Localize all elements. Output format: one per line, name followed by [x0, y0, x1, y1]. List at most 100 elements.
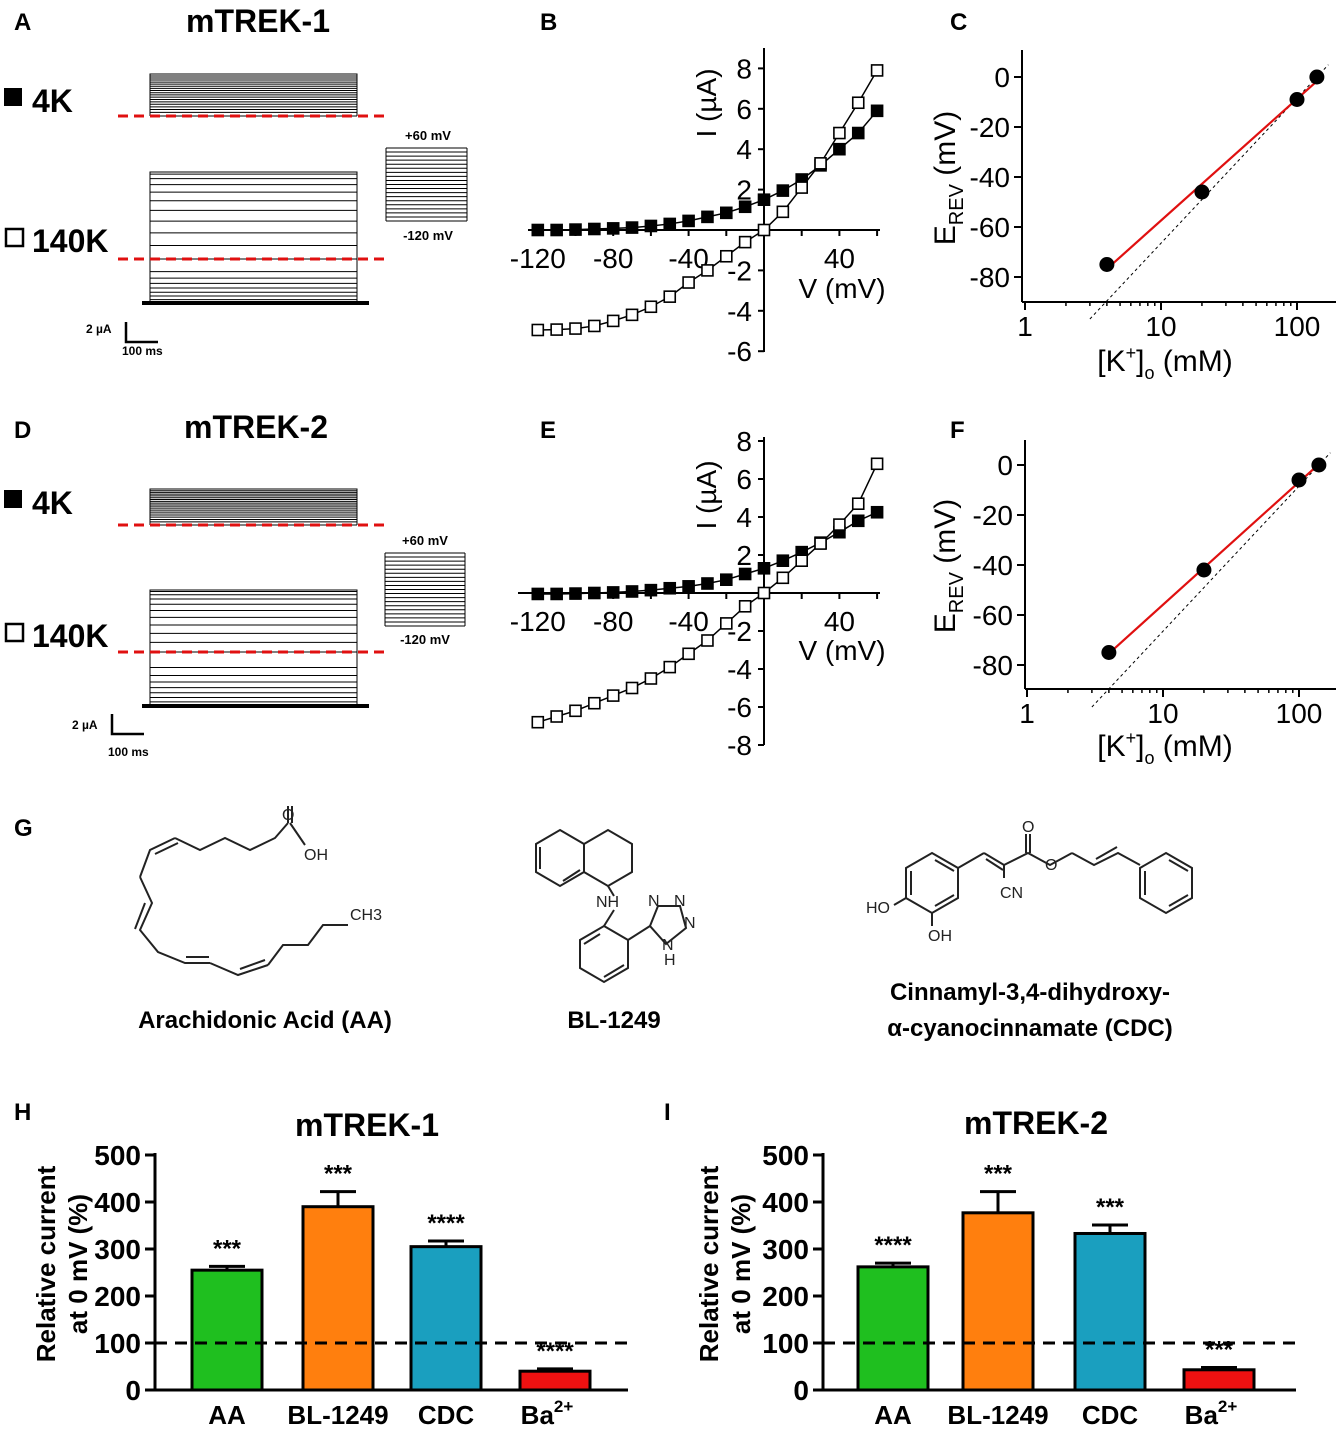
data-point-4k: [701, 577, 714, 590]
data-point-140k: [814, 537, 827, 550]
y-tick-label: 0: [125, 1375, 141, 1406]
x-tick-label: 1: [1017, 311, 1033, 342]
atom-label: CH3: [350, 907, 382, 924]
compound-name-cdc-line1: Cinnamyl-3,4-dihydroxy-: [890, 979, 1170, 1006]
data-point-140k: [644, 672, 658, 685]
x-axis-label: V (mV): [798, 273, 885, 304]
data-point-4k: [851, 514, 865, 528]
y-tick-label: 0: [994, 62, 1010, 93]
data-point: [1311, 457, 1327, 473]
atom-label: H: [664, 952, 676, 969]
y-tick-label: 300: [762, 1234, 809, 1265]
atom-label: N: [648, 893, 660, 910]
data-point-140k: [738, 599, 752, 613]
data-point-4k: [531, 587, 545, 601]
legend-open-square-icon: [4, 227, 25, 248]
structure-cdc: [893, 834, 1193, 926]
voltage-protocol: [384, 552, 466, 627]
significance-label: ***: [1096, 1194, 1125, 1221]
data-point-140k: [550, 710, 563, 723]
data-point-4k: [757, 193, 771, 206]
significance-label: ***: [324, 1161, 353, 1188]
trace-panel-d: mTREK-2 4K 140K +60 mV -120 mV 2 µA 100 …: [4, 409, 466, 759]
x-tick-label: CDC: [418, 1400, 475, 1430]
data-point-4k: [625, 585, 639, 598]
y-tick-label: 500: [94, 1140, 141, 1171]
x-tick-label: BL-1249: [947, 1400, 1048, 1430]
bar-ba2: [518, 1369, 592, 1392]
atom-label: O: [1045, 857, 1057, 874]
significance-label: ***: [1205, 1336, 1234, 1363]
label-4k: 4K: [32, 485, 73, 521]
current-sweep: [149, 245, 358, 303]
erev-plot-f: EREV (mV) [K+]o (mM) 1 10 100 0 -20 -40 -60 -80: [929, 440, 1336, 768]
x-tick-label: 100: [1276, 698, 1323, 729]
data-point-4k: [701, 210, 714, 224]
legend-open-square-icon: [4, 622, 25, 643]
y-tick-label: 6: [736, 94, 752, 125]
data-point-140k: [606, 314, 620, 328]
data-point-140k: [719, 249, 733, 263]
y-tick-label: -60: [973, 600, 1013, 631]
chart-title: mTREK-1: [295, 1107, 439, 1143]
linear-fit-line: [1108, 463, 1320, 655]
y-axis-label-line1: Relative current: [31, 1165, 61, 1362]
current-sweep: [149, 191, 358, 303]
bar-cdc: [1073, 1231, 1147, 1392]
data-point-140k: [701, 634, 714, 647]
bar-ba2: [1182, 1368, 1256, 1392]
atom-label: NH: [596, 894, 619, 911]
protocol-top-label: +60 mV: [405, 128, 451, 143]
atom-label: CN: [1000, 885, 1023, 902]
y-axis-label: I (µA): [691, 68, 722, 137]
y-tick-label: 0: [997, 450, 1013, 481]
voltage-protocol: [385, 147, 468, 222]
panel-letter-h: H: [14, 1099, 31, 1126]
bar-bl1249: [301, 1205, 375, 1392]
y-axis-label: I (µA): [691, 460, 722, 529]
current-sweep: [149, 594, 358, 706]
data-point-140k: [851, 96, 865, 110]
data-point-4k: [663, 581, 677, 595]
x-tick-label: 1: [1019, 698, 1035, 729]
scale-time-label: 100 ms: [108, 745, 149, 759]
y-tick-label: -6: [727, 692, 752, 723]
data-point-140k: [606, 689, 620, 702]
data-point-4k: [550, 587, 563, 601]
bar-aa: [856, 1265, 930, 1392]
bar-chart-i: mTREK-2 Relative current at 0 mV (%) 0 10…: [694, 1105, 1296, 1430]
data-point: [1309, 69, 1325, 85]
bar-bl1249: [961, 1211, 1035, 1392]
x-tick-label: 40: [824, 243, 855, 274]
chart-title: mTREK-2: [964, 1105, 1108, 1141]
y-tick-label: 6: [736, 464, 752, 495]
data-point-140k: [757, 586, 771, 600]
y-tick-label: 4: [736, 134, 752, 165]
y-tick-label: -4: [727, 296, 752, 327]
current-sweep: [149, 591, 358, 706]
sweeps-4k: [149, 73, 358, 117]
current-sweep: [149, 632, 358, 706]
label-140k: 140K: [32, 223, 109, 259]
data-point-140k: [531, 715, 545, 729]
sweeps-140k: [142, 589, 369, 708]
current-sweep: [149, 184, 358, 303]
x-axis-label: [K+]o (mM): [1097, 728, 1233, 768]
linear-fit-line: [1106, 80, 1318, 270]
current-sweep: [149, 271, 358, 303]
x-tick-label: 10: [1145, 311, 1176, 342]
current-sweep: [149, 209, 358, 303]
x-tick-label: CDC: [1082, 1400, 1139, 1430]
x-tick-label: Ba2+: [521, 1397, 574, 1430]
y-tick-label: -80: [973, 650, 1013, 681]
data-point-140k: [682, 647, 695, 661]
data-point-140k: [719, 617, 733, 630]
x-tick-label: -80: [593, 243, 633, 274]
y-axis-label: EREV (mV): [929, 499, 968, 633]
data-point-140k: [663, 660, 677, 674]
current-sweep: [149, 103, 358, 116]
data-point-140k: [625, 681, 639, 695]
x-tick-label: Ba2+: [1185, 1397, 1238, 1430]
current-sweep: [149, 488, 358, 525]
